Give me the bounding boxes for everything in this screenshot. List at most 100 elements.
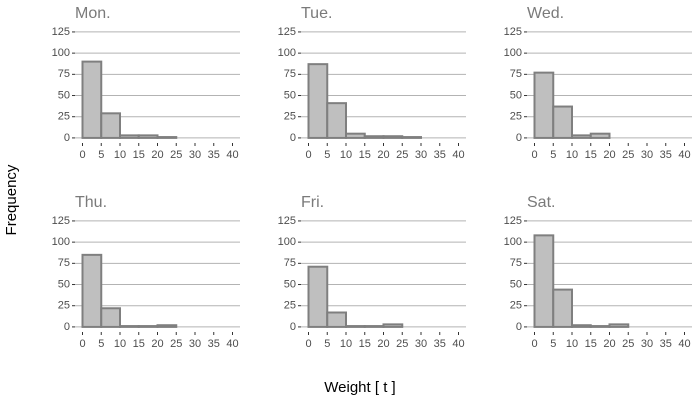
x-tick-label: 40 (226, 149, 238, 161)
y-tick-label: 0 (516, 321, 522, 333)
x-tick-label: 15 (133, 149, 145, 161)
y-tick-label: 25 (58, 300, 70, 312)
bar (571, 134, 592, 139)
x-tick-label: 40 (678, 149, 690, 161)
x-tick-label: 35 (208, 338, 220, 350)
bar (589, 132, 611, 139)
y-axis-label: Frequency (3, 164, 20, 235)
bar (326, 102, 347, 139)
x-tick-label: 5 (550, 338, 556, 350)
y-tick-label: 50 (284, 278, 296, 290)
bar (137, 134, 159, 139)
x-tick-label: 5 (550, 149, 556, 161)
x-tick-label: 35 (660, 338, 672, 350)
bar (81, 60, 103, 139)
x-tick-label: 30 (415, 149, 427, 161)
bar (363, 325, 385, 328)
bar (326, 311, 347, 328)
bar (307, 265, 329, 328)
y-tick-label: 25 (58, 111, 70, 123)
x-tick-label: 25 (396, 149, 408, 161)
y-tick-label: 100 (504, 47, 522, 59)
bar (345, 325, 366, 328)
x-tick-label: 40 (452, 149, 464, 161)
panel-title: Thu. (75, 194, 107, 211)
y-tick-label: 25 (510, 111, 522, 123)
bar (571, 324, 592, 328)
y-tick-label: 75 (58, 257, 70, 269)
y-tick-label: 100 (52, 47, 70, 59)
y-tick-label: 75 (58, 68, 70, 80)
y-tick-label: 125 (278, 215, 296, 227)
x-tick-label: 20 (377, 338, 389, 350)
x-tick-label: 20 (603, 149, 615, 161)
x-tick-label: 15 (585, 149, 597, 161)
y-tick-label: 25 (284, 300, 296, 312)
x-tick-label: 25 (622, 149, 634, 161)
y-tick-label: 100 (52, 236, 70, 248)
y-tick-label: 125 (504, 215, 522, 227)
x-axis-label: Weight [ t ] (324, 379, 395, 396)
panel-title: Wed. (527, 5, 564, 22)
bar (382, 323, 404, 328)
bar (81, 253, 103, 328)
bar (589, 325, 611, 328)
x-tick-label: 30 (641, 149, 653, 161)
x-tick-label: 15 (359, 149, 371, 161)
bar (137, 325, 159, 328)
x-tick-label: 30 (189, 338, 201, 350)
x-tick-label: 25 (170, 338, 182, 350)
x-tick-label: 10 (114, 338, 126, 350)
bar (100, 112, 121, 139)
bar (552, 288, 573, 328)
bar (401, 136, 422, 139)
x-tick-label: 35 (208, 149, 220, 161)
bar (382, 135, 404, 139)
y-tick-label: 100 (278, 236, 296, 248)
x-tick-label: 20 (603, 338, 615, 350)
panel-title: Sat. (527, 194, 555, 211)
bar (100, 307, 121, 328)
x-tick-label: 30 (189, 149, 201, 161)
x-tick-label: 20 (377, 149, 389, 161)
x-tick-label: 35 (434, 149, 446, 161)
x-tick-label: 40 (678, 338, 690, 350)
x-tick-label: 30 (641, 338, 653, 350)
y-tick-label: 100 (504, 236, 522, 248)
x-tick-label: 40 (226, 338, 238, 350)
x-tick-label: 15 (585, 338, 597, 350)
panel-title: Fri. (301, 194, 324, 211)
x-tick-label: 0 (305, 149, 311, 161)
y-tick-label: 125 (278, 26, 296, 38)
y-tick-label: 125 (504, 26, 522, 38)
y-tick-label: 75 (284, 257, 296, 269)
x-tick-label: 0 (531, 338, 537, 350)
y-tick-label: 25 (510, 300, 522, 312)
x-tick-label: 10 (566, 338, 578, 350)
x-tick-label: 10 (114, 149, 126, 161)
y-tick-label: 50 (284, 89, 296, 101)
y-tick-label: 125 (52, 215, 70, 227)
bar (533, 234, 555, 328)
panel-title: Mon. (75, 5, 111, 22)
x-tick-label: 20 (151, 338, 163, 350)
bar (119, 134, 140, 139)
y-tick-label: 50 (510, 278, 522, 290)
y-tick-label: 0 (290, 132, 296, 144)
x-tick-label: 5 (98, 149, 104, 161)
x-tick-label: 25 (396, 338, 408, 350)
y-tick-label: 0 (64, 132, 70, 144)
y-tick-label: 75 (510, 257, 522, 269)
y-tick-label: 75 (510, 68, 522, 80)
x-tick-label: 5 (324, 149, 330, 161)
x-tick-label: 40 (452, 338, 464, 350)
y-tick-label: 25 (284, 111, 296, 123)
x-tick-label: 15 (133, 338, 145, 350)
y-tick-label: 50 (510, 89, 522, 101)
y-tick-label: 0 (290, 321, 296, 333)
bar (552, 105, 573, 139)
panel-title: Tue. (301, 5, 332, 22)
bar (156, 136, 178, 139)
y-tick-label: 0 (64, 321, 70, 333)
